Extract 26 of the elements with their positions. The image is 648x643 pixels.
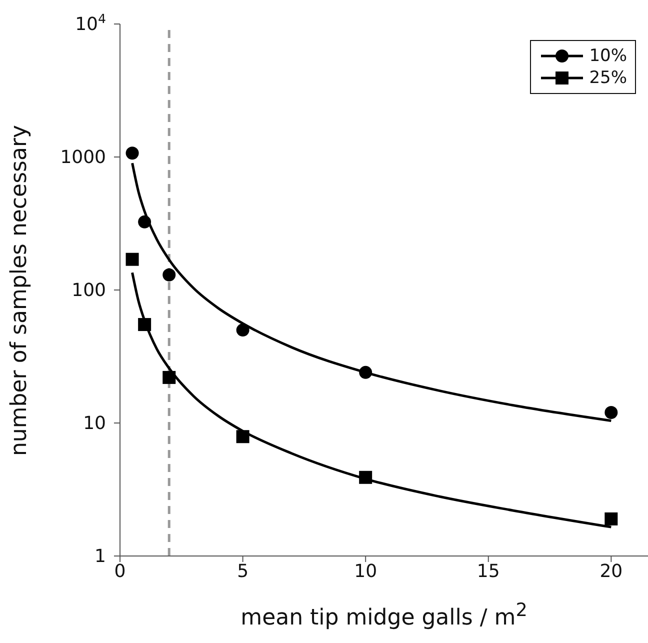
point [604, 512, 618, 526]
point [236, 430, 250, 444]
y-tick-label: 1 [94, 546, 106, 567]
point [162, 268, 176, 282]
point [236, 324, 250, 337]
point [126, 252, 139, 266]
x-tick-label: 15 [476, 560, 500, 582]
point [138, 318, 152, 332]
x-axis-title: mean tip midge galls / m$^{2}$ [240, 600, 528, 630]
point [162, 370, 176, 384]
y-tick-label: 1000 [60, 147, 106, 168]
y-tick-label: 100 [72, 280, 106, 301]
legend-label: 25% [589, 67, 627, 89]
point [604, 406, 618, 419]
point [359, 470, 372, 484]
x-tick-label: 0 [114, 560, 126, 582]
y-tick-label: 10$^{4}$ [75, 10, 106, 35]
point [126, 146, 139, 160]
y-tick-label: 10 [83, 413, 106, 434]
point [359, 366, 372, 379]
point [138, 215, 152, 228]
legend-label: 10% [589, 45, 627, 67]
x-tick-label: 5 [237, 560, 249, 582]
x-tick-label: 10 [354, 560, 378, 582]
y-axis-title: number of samples necessary [8, 124, 33, 456]
x-tick-label: 20 [600, 560, 623, 582]
